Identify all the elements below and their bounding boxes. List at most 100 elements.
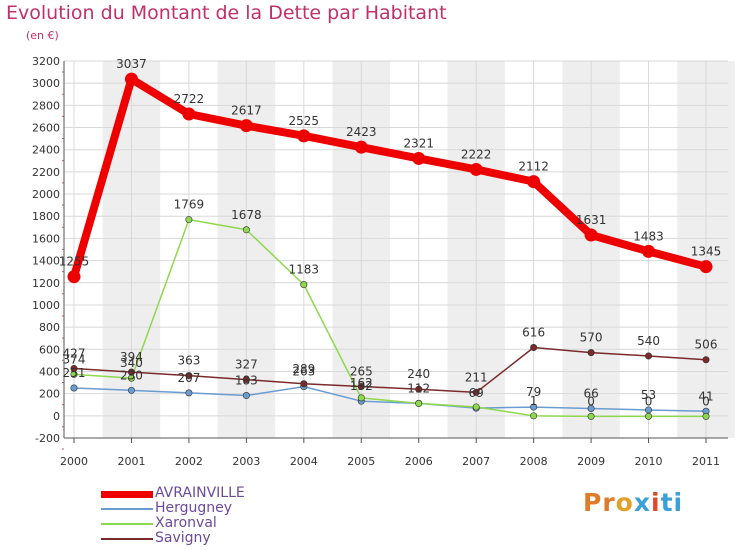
- data-point: [587, 405, 595, 413]
- series-points: [67, 72, 713, 420]
- data-label: 69: [469, 386, 484, 400]
- x-tick-label: 2002: [175, 455, 203, 468]
- data-label: 2423: [346, 125, 377, 139]
- data-label: 0: [645, 394, 653, 408]
- y-tick-label: 1200: [32, 277, 60, 290]
- logo-letter: i: [673, 488, 684, 517]
- data-point: [587, 349, 595, 357]
- y-tick-label: 400: [39, 365, 60, 378]
- data-point: [70, 384, 78, 392]
- logo-letter: x: [633, 488, 651, 517]
- data-point: [472, 388, 480, 396]
- data-label: 0: [587, 394, 595, 408]
- x-tick-label: 2007: [462, 455, 490, 468]
- data-label: 207: [177, 371, 200, 385]
- y-tick-label: 2200: [32, 166, 60, 179]
- legend-label: Savigny: [155, 530, 211, 546]
- data-label: 1183: [289, 263, 320, 277]
- data-label: 66: [583, 387, 598, 401]
- axes: [62, 61, 728, 450]
- data-point: [527, 175, 541, 189]
- y-tick-label: 2800: [32, 99, 60, 112]
- x-tick-label: 2000: [60, 455, 88, 468]
- chart-title: Evolution du Montant de la Dette par Hab…: [6, 2, 447, 24]
- data-label: 263: [292, 365, 315, 379]
- data-point: [127, 386, 135, 394]
- data-point: [357, 394, 365, 402]
- data-label: 53: [641, 388, 656, 402]
- data-point: [67, 270, 81, 284]
- x-tick-label: 2010: [635, 455, 663, 468]
- data-point: [185, 216, 193, 224]
- data-point: [185, 372, 193, 380]
- y-tick-label: 3000: [32, 77, 60, 90]
- data-label: 2222: [461, 147, 492, 161]
- data-point: [642, 244, 656, 258]
- data-point: [702, 356, 710, 364]
- data-label: 2112: [518, 160, 549, 174]
- data-label: 1678: [231, 208, 262, 222]
- data-label: 79: [526, 385, 541, 399]
- data-label: 230: [120, 368, 143, 382]
- data-label: 1255: [59, 255, 90, 269]
- data-label: 1631: [576, 213, 607, 227]
- data-label: 540: [637, 334, 660, 348]
- data-label: 132: [350, 379, 373, 393]
- data-label: 394: [120, 350, 143, 364]
- data-label: 2722: [174, 92, 205, 106]
- y-tick-label: 800: [39, 321, 60, 334]
- series-line-savigny: [73, 346, 707, 394]
- legend-label: AVRAINVILLE: [155, 485, 245, 501]
- data-point: [469, 162, 483, 176]
- legend-label: Hergugney: [155, 500, 233, 516]
- legend-swatch: [101, 508, 153, 510]
- y-tick-label: 2000: [32, 188, 60, 201]
- data-point: [300, 380, 308, 388]
- x-tick-label: 2006: [405, 455, 433, 468]
- data-point: [242, 392, 250, 400]
- data-label: 0: [702, 394, 710, 408]
- data-label: 506: [695, 338, 718, 352]
- series-line-avrainville: [70, 75, 708, 278]
- data-point: [354, 140, 368, 154]
- y-tick-label: 0: [53, 410, 60, 423]
- data-point: [127, 368, 135, 376]
- data-label: 3037: [116, 57, 147, 71]
- data-point: [530, 344, 538, 352]
- x-tick-label: 2011: [692, 455, 720, 468]
- data-label: 162: [350, 376, 373, 390]
- data-point: [415, 385, 423, 393]
- series-line-hergugney: [73, 385, 707, 413]
- logo-letter: o: [615, 488, 634, 517]
- y-tick-label: -200: [35, 432, 60, 445]
- data-label: 363: [177, 354, 200, 368]
- data-label: 427: [63, 346, 86, 360]
- logo-letter: t: [660, 488, 674, 517]
- y-tick-label: 1400: [32, 255, 60, 268]
- data-point: [530, 403, 538, 411]
- data-point: [415, 399, 423, 407]
- x-tick-label: 2003: [232, 455, 260, 468]
- data-label: 1: [530, 394, 538, 408]
- legend-swatch: [101, 491, 153, 498]
- data-point: [239, 119, 253, 133]
- data-label: 211: [465, 370, 488, 384]
- data-label: 1769: [174, 198, 205, 212]
- data-label: 240: [407, 367, 430, 381]
- data-label: 1345: [691, 245, 722, 259]
- data-point: [124, 72, 138, 86]
- data-labels: 251 230 207 183 263 132 112 69 79 66 53 41 374 340 176…: [59, 57, 722, 408]
- data-point: [645, 352, 653, 360]
- legend-swatch: [101, 523, 153, 525]
- data-label: 2321: [403, 136, 434, 150]
- data-label: 2617: [231, 104, 262, 118]
- x-tick-label: 2001: [117, 455, 145, 468]
- data-point: [412, 151, 426, 165]
- y-tick-labels: -200 0 200 400 600 800 1000 1200 1400 1600 1800 200…: [32, 55, 60, 445]
- y-tick-label: 1000: [32, 299, 60, 312]
- data-label: 340: [120, 356, 143, 370]
- series-lines: [70, 75, 708, 418]
- data-point: [300, 281, 308, 289]
